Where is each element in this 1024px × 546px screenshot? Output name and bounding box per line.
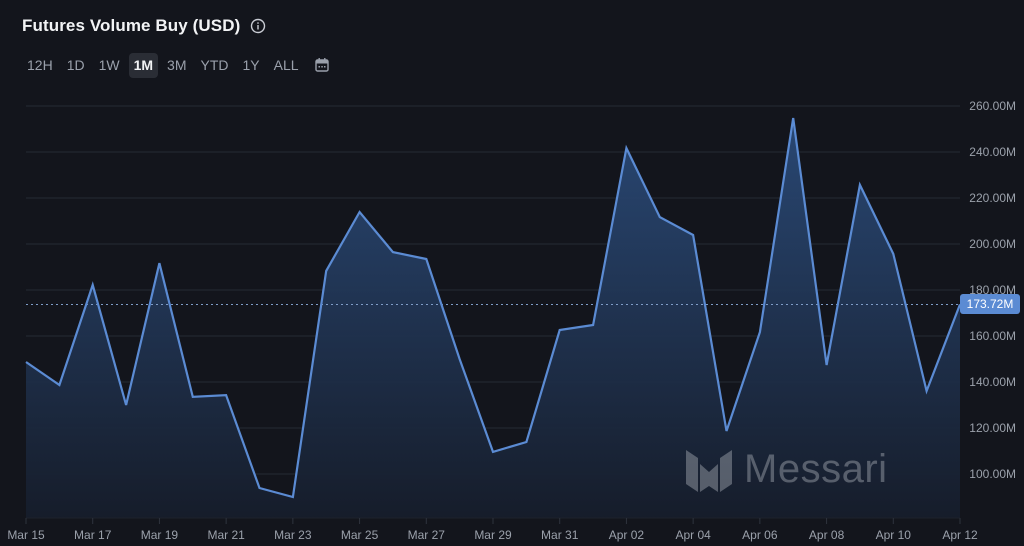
x-tick-label: Apr 12 [942,528,978,542]
x-tick-label: Apr 04 [675,528,711,542]
messari-logo-icon [686,449,732,492]
calendar-icon[interactable] [314,57,330,73]
area-fill [26,118,960,518]
messari-watermark: Messari [686,447,888,492]
range-ytd-button[interactable]: YTD [200,56,229,73]
chart-header: Futures Volume Buy (USD) [22,14,266,38]
x-tick-label: Apr 02 [609,528,645,542]
x-tick-label: Mar 17 [74,528,112,542]
range-1d-button[interactable]: 1D [66,56,85,73]
y-tick-label: 240.00M [969,145,1016,159]
x-tick-label: Apr 08 [809,528,845,542]
y-axis-labels: 100.00M 120.00M 140.00M 160.00M 180.00M 200.0… [969,99,1016,481]
y-tick-label: 160.00M [969,329,1016,343]
range-12h-button[interactable]: 12H [27,56,53,73]
range-1w-button[interactable]: 1W [98,56,120,73]
x-tick-label: Mar 21 [207,528,245,542]
x-axis-labels: Mar 15 Mar 17 Mar 19 Mar 21 Mar 23 Mar 25 Mar … [7,518,978,542]
time-range-selector: 12H 1D 1W 1M 3M YTD 1Y ALL [22,52,330,78]
y-tick-label: 220.00M [969,191,1016,205]
range-1m-button[interactable]: 1M [128,52,159,78]
y-tick-label: 120.00M [969,421,1016,435]
range-1y-button[interactable]: 1Y [242,56,260,73]
y-tick-label: 180.00M [969,283,1016,297]
x-tick-label: Mar 31 [541,528,579,542]
range-all-button[interactable]: ALL [273,56,299,73]
x-tick-label: Mar 15 [7,528,45,542]
y-tick-label: 260.00M [969,99,1016,113]
y-tick-label: 200.00M [969,237,1016,251]
data-line [25,117,962,499]
watermark-text: Messari [744,447,888,491]
range-3m-button[interactable]: 3M [167,56,187,73]
x-tick-label: Mar 19 [141,528,179,542]
x-tick-label: Mar 23 [274,528,312,542]
x-tick-label: Apr 10 [876,528,912,542]
x-tick-label: Apr 06 [742,528,778,542]
last-value-badge: 173.72M [960,294,1020,315]
y-tick-label: 140.00M [969,375,1016,389]
x-tick-label: Mar 29 [474,528,512,542]
info-icon[interactable] [250,18,266,34]
chart-title: Futures Volume Buy (USD) [22,16,241,35]
x-tick-label: Mar 27 [408,528,446,542]
x-tick-label: Mar 25 [341,528,379,542]
y-tick-label: 100.00M [969,467,1016,481]
